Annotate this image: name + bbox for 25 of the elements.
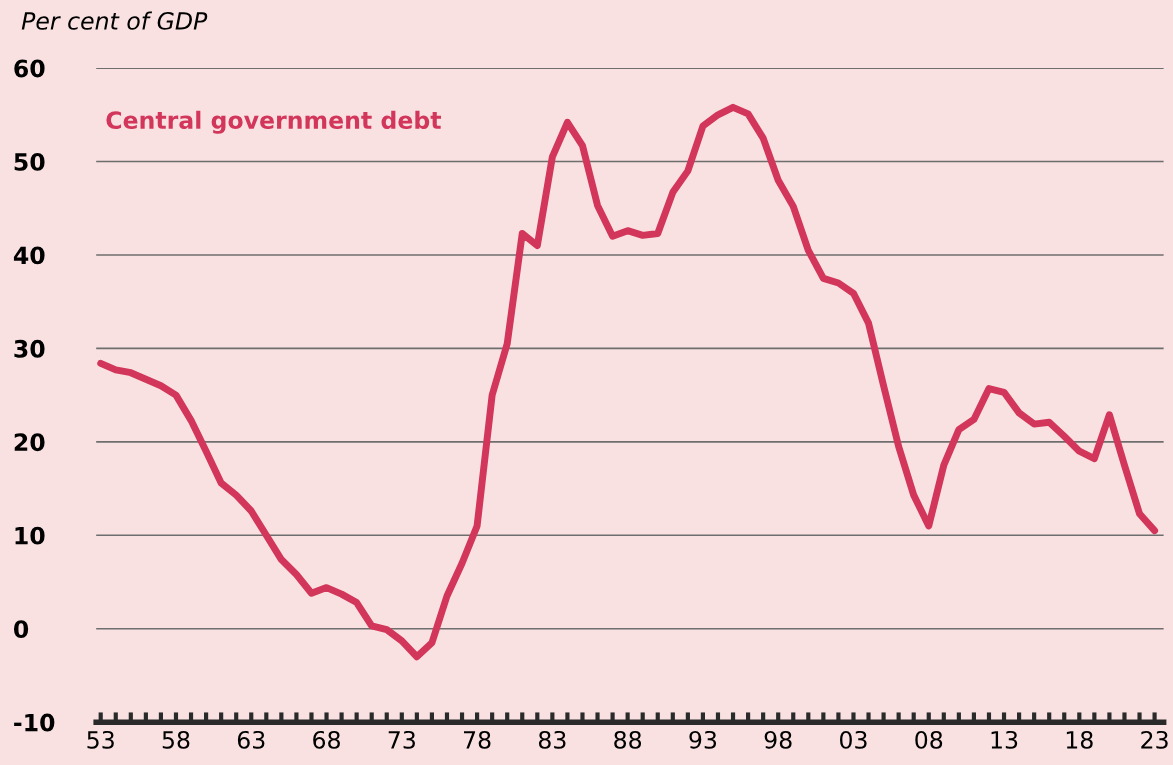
- text: Central government debt: [106, 110, 442, 134]
- y-tick-label: -10: [14, 713, 55, 732]
- x-tick-label: 78: [464, 730, 491, 749]
- x-tick-label: 68: [313, 730, 340, 749]
- x-tick-label: 13: [991, 730, 1018, 749]
- y-tick-label: 10: [15, 526, 45, 545]
- x-tick-label: 63: [237, 730, 265, 749]
- y-tick-label: 50: [14, 152, 45, 171]
- x-tick-label: 18: [1066, 730, 1093, 749]
- x-tick-label: 73: [388, 730, 415, 749]
- y-tick-label: 20: [14, 433, 45, 452]
- x-tick-label: 23: [1141, 730, 1168, 749]
- y-tick-label: 40: [13, 246, 45, 265]
- y-tick-label: 60: [14, 59, 45, 78]
- y-tick-label: 30: [14, 339, 45, 358]
- x-tick-label: 93: [689, 730, 717, 749]
- x-tick-label: 08: [915, 730, 943, 749]
- x-tick-label: 03: [840, 730, 867, 749]
- x-tick-label: 58: [162, 730, 190, 749]
- x-tick-label: 83: [538, 730, 566, 749]
- x-tick-label: 98: [764, 730, 792, 749]
- x-tick-label: 88: [614, 730, 642, 749]
- y-tick-label: 0: [13, 620, 29, 639]
- x-tick-label: 53: [87, 730, 114, 749]
- y-axis-title: Per cent of GDP: [21, 11, 208, 30]
